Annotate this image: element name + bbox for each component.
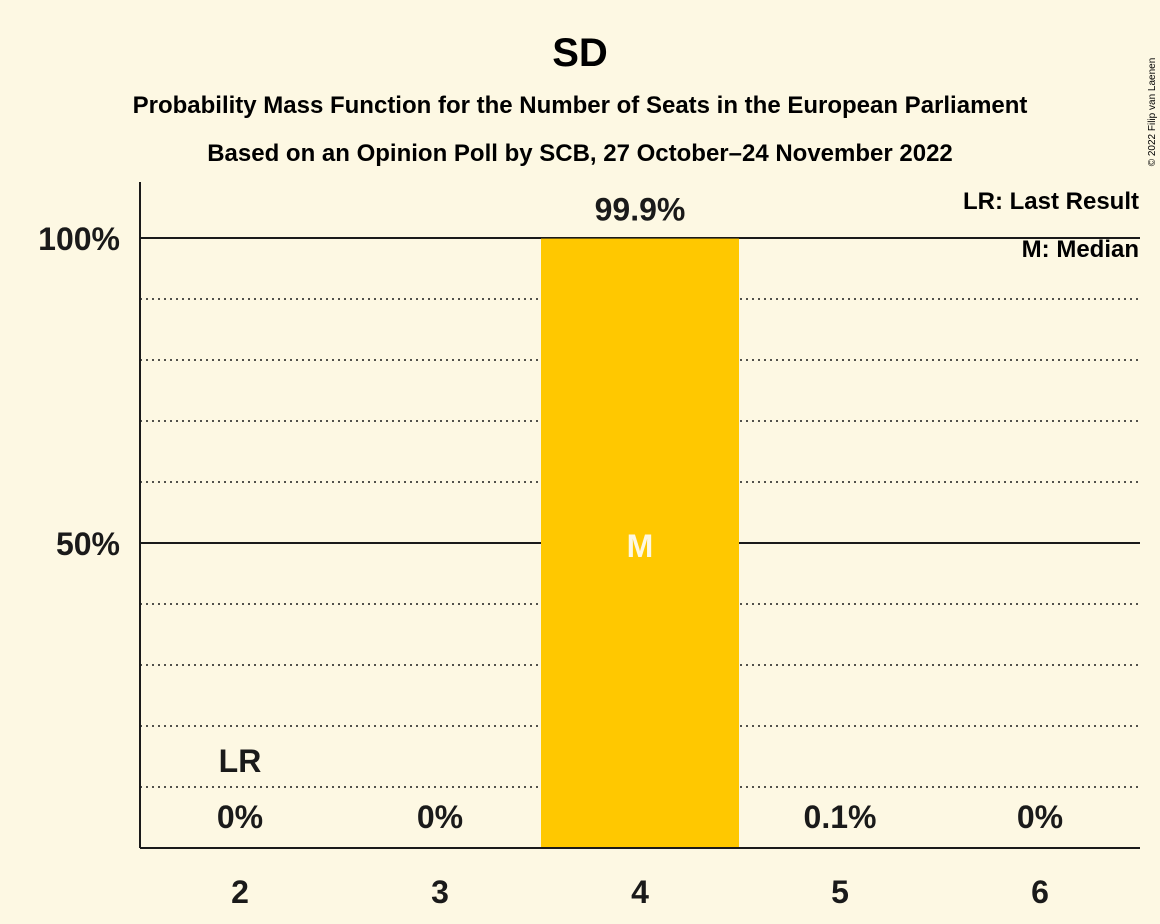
value-label-6: 0%: [1017, 799, 1063, 835]
x-tick-label-2: 2: [231, 874, 249, 910]
y-axis-ticks: 50% 100%: [38, 221, 120, 562]
y-tick-label-50: 50%: [56, 526, 120, 562]
x-tick-label-3: 3: [431, 874, 449, 910]
value-label-2: 0%: [217, 799, 263, 835]
bar-4: [541, 238, 739, 849]
copyright-notice: © 2022 Filip van Laenen: [1147, 58, 1158, 167]
value-labels: 0% 0% 99.9% 0.1% 0% LR M: [217, 192, 1063, 835]
legend-entry-median: M: Median: [1022, 236, 1139, 263]
x-tick-label-6: 6: [1031, 874, 1049, 910]
value-label-4: 99.9%: [595, 192, 686, 228]
median-marker: M: [627, 528, 654, 564]
x-axis-ticks: 2 3 4 5 6: [231, 874, 1049, 910]
bars: [541, 238, 939, 849]
legend-entry-last-result: LR: Last Result: [963, 188, 1139, 215]
chart-title: SD: [552, 31, 608, 75]
last-result-marker: LR: [219, 743, 262, 779]
y-tick-label-100: 100%: [38, 221, 120, 257]
x-tick-label-5: 5: [831, 874, 849, 910]
value-label-3: 0%: [417, 799, 463, 835]
chart-subtitle-2: Based on an Opinion Poll by SCB, 27 Octo…: [207, 140, 953, 167]
chart-subtitle-1: Probability Mass Function for the Number…: [133, 92, 1028, 119]
x-tick-label-4: 4: [631, 874, 649, 910]
value-label-5: 0.1%: [804, 799, 877, 835]
